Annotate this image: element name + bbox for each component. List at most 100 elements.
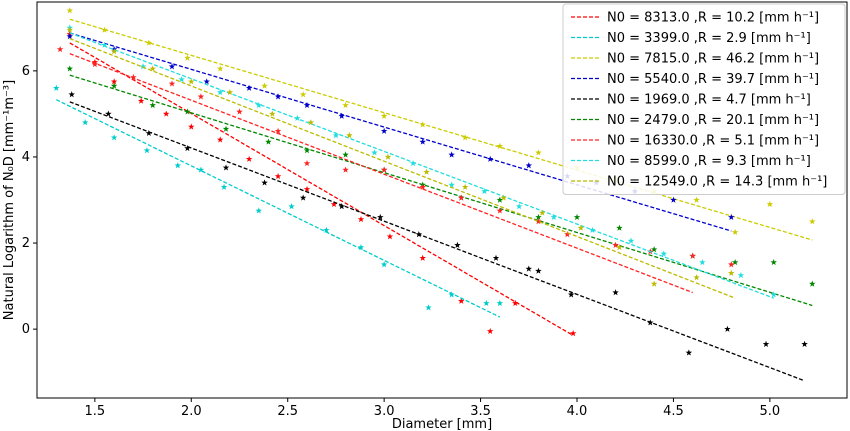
data-point	[346, 132, 353, 139]
data-point	[338, 112, 345, 119]
data-point	[496, 299, 504, 307]
data-point	[197, 166, 205, 173]
legend-label: N0 = 5540.0 ,R = 39.7 [mm h⁻¹]	[607, 72, 819, 87]
data-point	[535, 218, 542, 225]
legend-label: N0 = 8313.0 ,R = 10.2 [mm h⁻¹]	[607, 11, 819, 26]
y-tick-label: 2	[22, 236, 30, 251]
data-point	[770, 259, 777, 266]
plot-area	[53, 7, 816, 382]
data-point	[143, 147, 151, 154]
data-point	[569, 330, 577, 337]
data-point	[184, 144, 191, 152]
data-point	[149, 65, 156, 72]
data-point	[731, 259, 739, 266]
data-point	[380, 166, 388, 173]
fit-line	[69, 53, 693, 294]
data-point	[762, 340, 770, 347]
fit-line	[69, 74, 813, 307]
data-point	[188, 78, 195, 85]
series-5	[68, 91, 808, 382]
fit-line	[69, 32, 732, 232]
data-point	[184, 54, 191, 61]
data-point	[550, 213, 558, 220]
data-point	[380, 127, 388, 134]
data-point	[274, 172, 282, 180]
data-point	[380, 112, 388, 119]
data-point	[174, 162, 182, 169]
data-point	[809, 218, 816, 225]
data-point	[269, 110, 276, 117]
data-point	[448, 151, 455, 158]
fit-line	[69, 32, 774, 299]
data-point	[486, 327, 494, 335]
data-point	[458, 194, 465, 201]
data-point	[168, 80, 176, 87]
data-point	[809, 280, 816, 287]
series-3	[66, 7, 816, 241]
data-point	[261, 82, 268, 89]
data-point	[483, 299, 490, 307]
data-point	[770, 291, 777, 298]
data-point	[409, 160, 417, 167]
fit-line	[55, 99, 501, 318]
x-axis: 1.5 2.0 2.5 3.0 3.5 4.0 4.5 5.0	[85, 398, 780, 419]
data-point	[371, 149, 378, 156]
data-point	[184, 108, 191, 115]
data-point	[496, 196, 504, 203]
data-point	[535, 267, 542, 274]
data-point	[274, 127, 282, 134]
data-point	[500, 194, 507, 201]
data-point	[737, 271, 745, 279]
data-point	[101, 26, 108, 33]
data-point	[149, 101, 156, 109]
data-point	[91, 61, 99, 68]
y-axis-title: Natural Logarithm of N₀D [mm⁻¹m⁻³]	[2, 80, 17, 320]
series-8	[66, 24, 777, 299]
data-point	[461, 183, 469, 190]
fit-line	[69, 42, 572, 335]
data-point	[66, 7, 74, 14]
data-point	[612, 289, 619, 296]
data-point	[299, 91, 307, 98]
data-point	[288, 203, 295, 210]
data-point	[105, 110, 112, 117]
data-point	[261, 179, 268, 186]
data-point	[188, 123, 195, 130]
data-point	[685, 349, 693, 356]
data-point	[699, 259, 706, 266]
data-point	[425, 304, 432, 311]
data-point	[650, 246, 658, 253]
data-point	[53, 84, 60, 91]
data-point	[216, 136, 224, 143]
data-point	[66, 26, 74, 33]
data-point	[255, 101, 263, 109]
legend-label: N0 = 1969.0 ,R = 4.7 [mm h⁻¹]	[607, 93, 811, 108]
data-point	[612, 241, 619, 248]
data-point	[274, 93, 282, 100]
data-point	[728, 269, 735, 276]
data-point	[81, 119, 89, 126]
data-point	[486, 155, 494, 162]
fit-line	[69, 101, 805, 382]
data-point	[689, 252, 696, 259]
data-point	[357, 215, 365, 223]
data-point	[303, 160, 311, 167]
data-point	[693, 274, 700, 281]
data-point	[670, 196, 677, 203]
data-point	[419, 121, 426, 128]
data-point	[386, 233, 394, 240]
data-point	[357, 243, 365, 251]
data-point	[338, 203, 345, 210]
data-point	[454, 241, 461, 248]
x-axis-title: Diameter [mm]	[392, 417, 492, 431]
data-point	[525, 265, 533, 272]
data-point	[68, 91, 75, 98]
legend: N0 = 8313.0 ,R = 10.2 [mm h⁻¹] N0 = 3399.…	[562, 3, 846, 195]
plot-frame	[36, 1, 848, 399]
data-point	[255, 207, 263, 214]
data-point	[728, 213, 735, 220]
legend-label: N0 = 8599.0 ,R = 9.3 [mm h⁻¹]	[607, 154, 811, 169]
legend-box	[562, 3, 846, 195]
data-point	[419, 254, 426, 261]
data-point	[731, 228, 739, 236]
